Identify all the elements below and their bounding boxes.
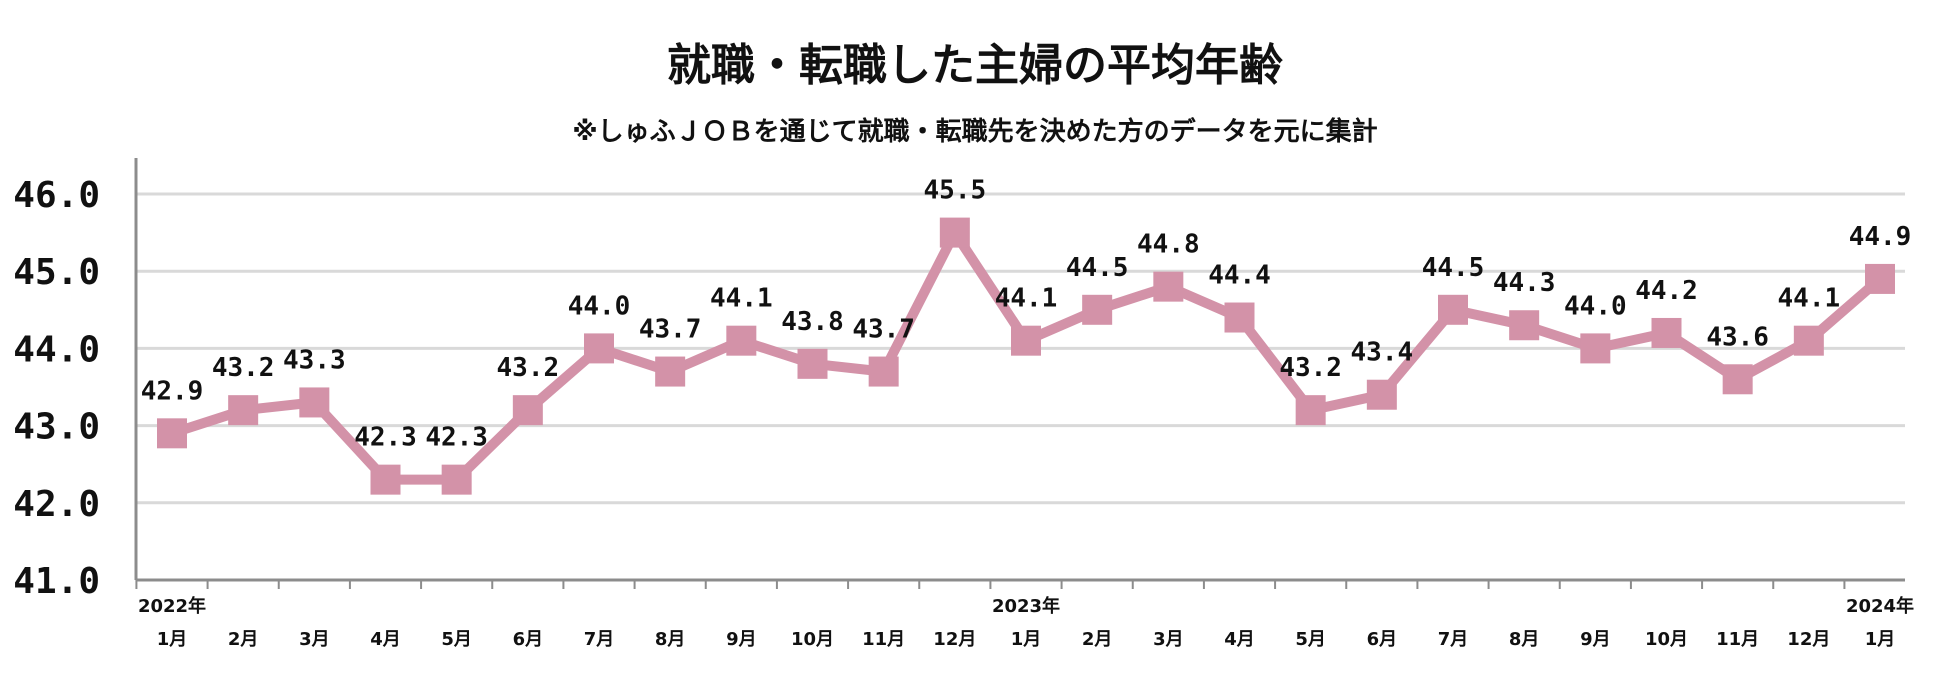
data-point-marker <box>1153 271 1184 302</box>
x-tick-label: 3月 <box>1153 629 1184 650</box>
data-markers <box>157 217 1895 495</box>
data-point-marker <box>655 356 686 387</box>
data-point-marker <box>868 356 899 387</box>
data-point-marker <box>584 333 614 364</box>
y-tick-label: 41.0 <box>13 561 100 602</box>
data-point-marker <box>939 217 970 248</box>
data-label: 44.8 <box>1137 230 1200 260</box>
data-point-marker <box>1793 325 1824 356</box>
chart-subtitle: ※しゅふＪＯＢを通じて就職・転職先を決めた方のデータを元に集計 <box>572 116 1377 147</box>
y-tick-label: 45.0 <box>13 252 100 293</box>
x-tick-label: 6月 <box>1367 629 1398 650</box>
data-point-marker <box>1722 364 1753 395</box>
x-year-label: 2022年 <box>138 595 206 617</box>
data-labels: 42.9 43.2 43.3 42.3 42.3 43.2 44.0 43.7 44.1 43.8… <box>141 176 1912 453</box>
x-tick-label: 2月 <box>228 629 259 650</box>
data-label: 43.7 <box>852 315 915 345</box>
x-tick-label: 12月 <box>1787 629 1830 650</box>
y-tick-label: 42.0 <box>13 484 100 525</box>
data-label: 43.2 <box>212 353 275 383</box>
data-label: 43.2 <box>497 353 560 383</box>
data-label: 43.4 <box>1351 338 1414 368</box>
data-point-marker <box>1651 317 1682 348</box>
data-point-marker <box>1366 379 1397 410</box>
data-point-marker <box>512 395 543 426</box>
data-label: 42.3 <box>425 423 488 453</box>
data-label: 42.3 <box>354 423 417 453</box>
data-point-marker <box>1011 325 1041 356</box>
x-tick-label: 1月 <box>157 629 188 650</box>
x-tick-label: 10月 <box>791 629 834 650</box>
x-tick-label: 12月 <box>933 629 976 650</box>
data-label: 44.4 <box>1208 261 1271 291</box>
chart-title: 就職・転職した主婦の平均年齢 <box>667 40 1283 91</box>
data-label: 44.1 <box>710 284 773 314</box>
data-point-marker <box>1580 333 1611 364</box>
data-point-marker <box>228 395 259 426</box>
y-tick-label: 43.0 <box>13 407 100 448</box>
x-tick-label: 5月 <box>1295 629 1326 650</box>
x-tick-label: 3月 <box>299 629 330 650</box>
data-point-marker <box>1509 310 1540 341</box>
axes <box>134 158 1905 589</box>
x-tick-labels: 1月 2月 3月 4月 5月 6月 7月 8月 9月 10月 11月 12月 1月 2月 3月 4月 5月 6月 7… <box>138 595 1914 650</box>
x-tick-label: 7月 <box>1438 629 1469 650</box>
data-point-marker <box>1082 294 1113 325</box>
data-point-marker <box>1295 395 1326 426</box>
x-tick-label: 8月 <box>655 629 686 650</box>
data-label: 44.0 <box>1564 291 1627 321</box>
x-tick-label: 10月 <box>1645 629 1688 650</box>
y-tick-labels: 41.0 42.0 43.0 44.0 45.0 46.0 <box>13 175 100 602</box>
data-label: 45.5 <box>924 176 987 206</box>
data-label: 44.9 <box>1849 222 1912 252</box>
data-label: 43.3 <box>283 345 346 375</box>
x-tick-label: 4月 <box>1224 629 1255 650</box>
data-point-marker <box>1865 263 1895 294</box>
data-label: 44.1 <box>1778 284 1841 314</box>
x-tick-label: 4月 <box>370 629 401 650</box>
data-label: 44.5 <box>1066 253 1129 283</box>
x-tick-label: 9月 <box>726 629 757 650</box>
x-tick-label: 11月 <box>862 629 905 650</box>
data-point-marker <box>1438 294 1468 325</box>
x-tick-label: 7月 <box>584 629 615 650</box>
data-label: 42.9 <box>141 376 204 406</box>
data-point-marker <box>726 325 757 356</box>
y-tick-label: 46.0 <box>13 175 100 216</box>
x-year-label: 2023年 <box>992 595 1060 617</box>
data-label: 44.2 <box>1635 276 1698 306</box>
data-label: 43.8 <box>781 307 844 337</box>
data-point-marker <box>1224 302 1255 333</box>
x-tick-label: 2月 <box>1082 629 1113 650</box>
x-tick-label: 6月 <box>513 629 544 650</box>
data-label: 43.2 <box>1279 353 1342 383</box>
x-tick-label: 1月 <box>1865 629 1896 650</box>
x-year-label: 2024年 <box>1846 595 1914 617</box>
data-label: 44.5 <box>1422 253 1485 283</box>
data-point-marker <box>441 464 472 495</box>
data-label: 44.1 <box>995 284 1058 314</box>
y-tick-label: 44.0 <box>13 329 100 370</box>
data-point-marker <box>370 464 401 495</box>
data-label: 44.0 <box>568 291 631 321</box>
data-point-marker <box>299 387 330 418</box>
data-point-marker <box>797 348 828 379</box>
data-label: 43.7 <box>639 315 702 345</box>
x-tick-label: 5月 <box>441 629 472 650</box>
data-label: 43.6 <box>1706 322 1769 352</box>
x-tick-label: 8月 <box>1509 629 1540 650</box>
x-tick-label: 11月 <box>1716 629 1759 650</box>
x-tick-label: 1月 <box>1011 629 1042 650</box>
x-tick-label: 9月 <box>1580 629 1611 650</box>
data-label: 44.3 <box>1493 268 1556 298</box>
data-point-marker <box>157 418 187 449</box>
